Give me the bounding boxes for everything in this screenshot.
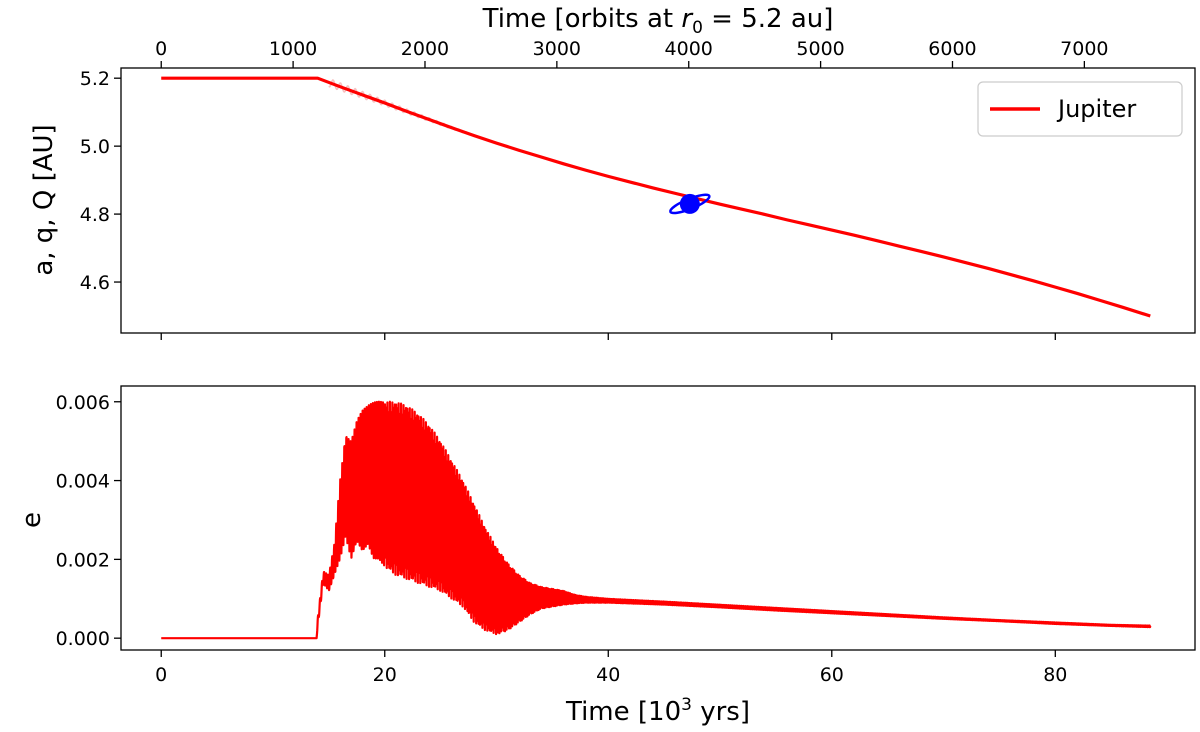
- orbit-axis-tick-label: 7000: [1060, 38, 1108, 60]
- top-axis-title-sub: 0: [692, 18, 703, 38]
- bottom-series-jupiter: [160, 400, 1152, 640]
- top-y-tick-label: 5.0: [80, 136, 110, 158]
- bottom-x-tick-label: 80: [1043, 664, 1067, 686]
- bottom-x-tick-label: 60: [820, 664, 844, 686]
- top-y-tick-label: 4.6: [80, 272, 110, 294]
- planet-body: [679, 193, 700, 214]
- orbit-axis-tick-label: 6000: [928, 38, 976, 60]
- top-axis-title-main: Time [orbits at: [482, 4, 682, 34]
- bottom-y-tick-label: 0.000: [56, 628, 110, 650]
- orbit-axis-tick-label: 2000: [401, 38, 449, 60]
- planet-marker: [669, 193, 711, 215]
- legend-entry-jupiter: Jupiter: [1056, 95, 1136, 123]
- bottom-y-tick-label: 0.006: [56, 392, 110, 414]
- bottom-series-group: [160, 400, 1152, 640]
- bottom-y-tick-label: 0.004: [56, 471, 110, 493]
- orbit-axis-tick-label: 0: [155, 38, 167, 60]
- top-y-axis-label: a, q, Q [AU]: [29, 124, 59, 275]
- bottom-x-tick-label: 0: [155, 664, 167, 686]
- top-series-group: [161, 76, 1151, 318]
- top-axis-title: Time [orbits at r0 = 5.2 au]: [482, 4, 834, 38]
- bottom-x-tick-label: 20: [373, 664, 397, 686]
- bottom-y-tick-label: 0.002: [56, 549, 110, 571]
- bottom-plot-area: 0.000 0.002 0.004 0.006 0 20 40 60 80: [56, 385, 1196, 686]
- top-axis-title-math: r: [681, 4, 694, 34]
- top-panel: Time [orbits at r0 = 5.2 au] 4.64.85.05.…: [29, 4, 1196, 340]
- bottom-y-axis-label: e: [17, 512, 47, 528]
- orbit-axis-tick-label: 4000: [665, 38, 713, 60]
- x-axis-label-main: Time [10: [565, 697, 681, 727]
- bottom-plot-frame: [120, 385, 1196, 651]
- bottom-panel: 0.000 0.002 0.004 0.006 0 20 40 60 80 e Time [10…: [17, 385, 1196, 727]
- top-y-tick-label: 5.2: [80, 68, 110, 90]
- orbit-axis-tick-label: 1000: [269, 38, 317, 60]
- top-plot-frame: [120, 67, 1196, 334]
- legend-box: [977, 81, 1183, 137]
- orbit-axis-tick-label: 5000: [796, 38, 844, 60]
- svg-text:Time [orbits at r0 = 5.2 au]: Time [orbits at r0 = 5.2 au]: [482, 4, 834, 38]
- bottom-x-axis-label: Time [103 yrs]: [565, 695, 750, 727]
- legend: Jupiter: [977, 81, 1183, 137]
- bottom-x-tick-label: 40: [596, 664, 620, 686]
- orbit-axis-tick-label: 3000: [533, 38, 581, 60]
- x-axis-label-sup: 3: [681, 695, 692, 715]
- top-plot-area: 4.6 4.8 5.0 5.2 0 1000 2000 3000 4000 5000 6000 700…: [80, 38, 1196, 340]
- top-axis-title-rest: = 5.2 au]: [703, 4, 833, 34]
- top-y-tick-label: 4.8: [80, 204, 110, 226]
- x-axis-label-rest: yrs]: [692, 697, 750, 727]
